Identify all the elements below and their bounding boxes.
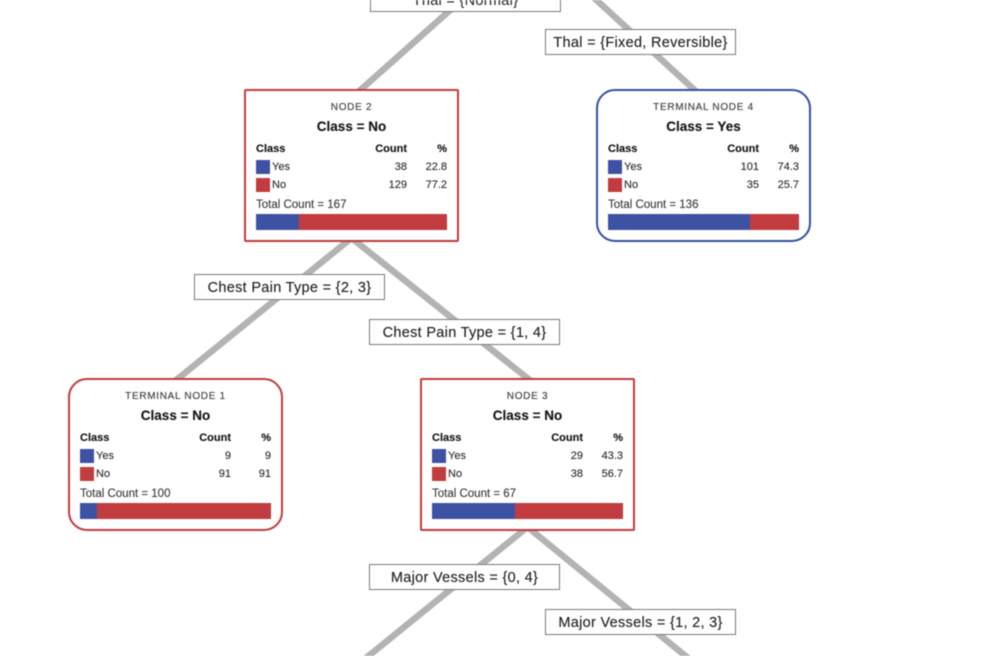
svg-text:Thal = {Normal}: Thal = {Normal} (413, 0, 519, 9)
